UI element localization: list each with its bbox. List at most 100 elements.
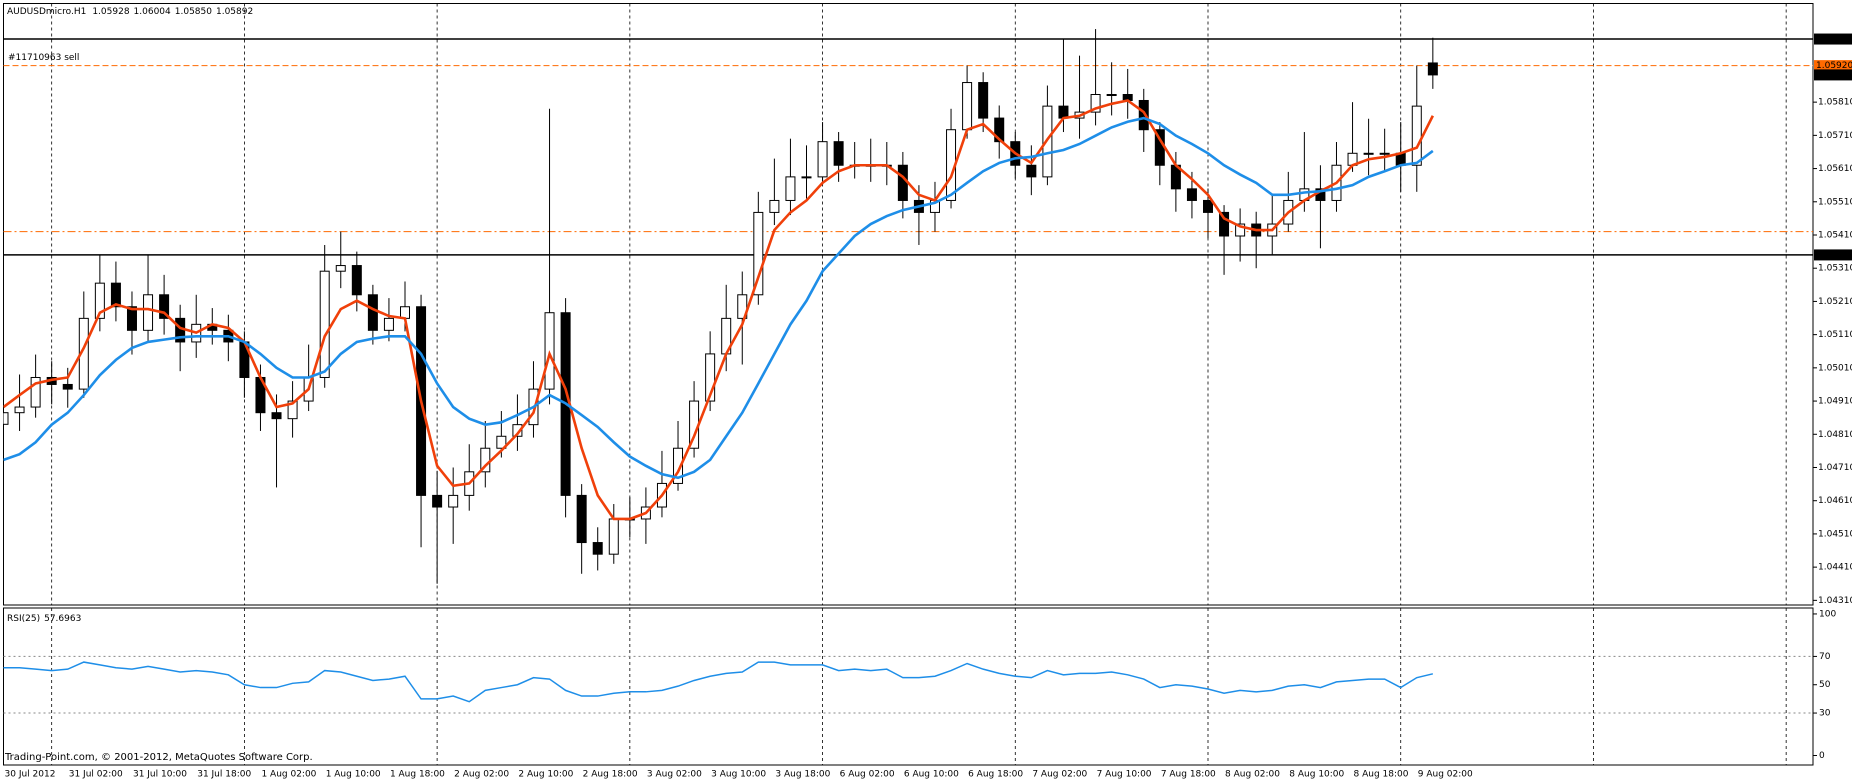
candle-body — [1411, 105, 1422, 166]
candle-body — [833, 141, 844, 166]
candle-body — [383, 317, 394, 331]
candle-body — [432, 494, 443, 508]
level-price-label: 1.05350 — [1816, 250, 1852, 260]
candle-body — [1138, 99, 1149, 131]
candle-body — [271, 412, 282, 420]
x-tick-label: 9 Aug 02:00 — [1418, 770, 1473, 780]
y-tick-label: 1.04610 — [1818, 496, 1852, 506]
y-tick-label: 1.05810 — [1818, 98, 1852, 108]
level-price-label: 1.05920 — [1816, 61, 1852, 71]
y-tick-label: 0 — [1819, 751, 1825, 761]
y-tick-label: 1.05610 — [1818, 164, 1852, 174]
x-tick-label: 31 Jul 02:00 — [69, 770, 123, 780]
candle-body — [1363, 152, 1374, 155]
copyright-footer: Trading-Point.com, © 2001-2012, MetaQuot… — [4, 752, 313, 763]
level-price-label: 1.06000 — [1816, 35, 1852, 45]
last-open: 1.05928 — [92, 7, 129, 17]
candle-body — [737, 294, 748, 319]
candle-body — [592, 542, 603, 555]
candle-body — [159, 294, 170, 319]
candle-body — [897, 164, 908, 201]
rsi-last-value: 57.6963 — [44, 614, 81, 624]
x-tick-label: 7 Aug 10:00 — [1097, 770, 1152, 780]
y-tick-label: 1.04410 — [1818, 563, 1852, 573]
candle-body — [801, 176, 812, 179]
y-tick-label: 1.05710 — [1818, 131, 1852, 141]
rsi-panel-frame — [3, 607, 1814, 766]
y-tick-label: 1.04910 — [1818, 397, 1852, 407]
symbol-title: AUDUSDmicro.H1 — [7, 7, 86, 17]
y-tick-label: 1.05010 — [1818, 363, 1852, 373]
candle-body — [962, 82, 973, 131]
candle-body — [785, 176, 796, 201]
level-price-box — [1814, 60, 1852, 72]
candle-body — [496, 435, 507, 449]
order-label: #11710963 sell — [8, 53, 79, 63]
candle-body — [512, 424, 523, 437]
x-tick-label: 6 Aug 10:00 — [904, 770, 959, 780]
last-high: 1.06004 — [134, 7, 171, 17]
candle-body — [1106, 94, 1117, 97]
candle-body — [94, 282, 105, 319]
candle-body — [448, 494, 459, 508]
candle-body — [1203, 199, 1213, 213]
x-tick-label: 1 Aug 02:00 — [261, 770, 316, 780]
candle-body — [30, 376, 41, 408]
candle-body — [673, 447, 684, 484]
y-tick-label: 1.05410 — [1818, 230, 1852, 240]
candle-body — [143, 294, 154, 331]
x-tick-label: 1 Aug 10:00 — [326, 770, 381, 780]
x-tick-label: 6 Aug 02:00 — [840, 770, 895, 780]
level-price-box — [1814, 249, 1852, 261]
candle-body — [319, 270, 330, 378]
x-tick-label: 3 Aug 18:00 — [775, 770, 830, 780]
x-tick-label: 31 Jul 10:00 — [133, 770, 187, 780]
x-tick-label: 1 Aug 18:00 — [390, 770, 445, 780]
candle-body — [14, 406, 25, 414]
y-tick-label: 1.04510 — [1818, 529, 1852, 539]
candle-body — [576, 494, 587, 544]
candle-body — [335, 265, 346, 272]
x-tick-label: 3 Aug 02:00 — [647, 770, 702, 780]
y-tick-label: 1.05510 — [1818, 197, 1852, 207]
candle-body — [126, 306, 137, 331]
y-tick-label: 30 — [1819, 709, 1831, 719]
candle-body — [753, 211, 764, 296]
candle-body — [351, 265, 362, 296]
x-tick-label: 7 Aug 02:00 — [1032, 770, 1087, 780]
x-tick-label: 2 Aug 10:00 — [518, 770, 573, 780]
y-tick-label: 1.04310 — [1818, 596, 1852, 606]
candle-body — [62, 383, 73, 390]
candle-body — [1058, 105, 1069, 119]
x-tick-label: 3 Aug 10:00 — [711, 770, 766, 780]
candle-body — [817, 141, 828, 178]
moving-average — [3, 116, 1434, 480]
candle-body — [287, 400, 298, 420]
candle-body — [1219, 211, 1230, 237]
level-price-box — [1814, 33, 1852, 45]
moving-average — [3, 99, 1435, 521]
x-tick-label: 8 Aug 10:00 — [1289, 770, 1344, 780]
candle-body — [110, 282, 121, 308]
candle-body — [994, 117, 1005, 143]
x-tick-label: 2 Aug 18:00 — [583, 770, 638, 780]
candle-body — [1090, 94, 1101, 113]
candle-body — [608, 518, 619, 555]
y-tick-label: 100 — [1819, 609, 1836, 619]
y-tick-label: 50 — [1819, 680, 1831, 690]
current-price-box — [1814, 69, 1852, 81]
candle-body — [769, 199, 780, 213]
chart-header: AUDUSDmicro.H1 1.05928 1.06004 1.05850 1.058… — [7, 7, 253, 17]
x-tick-label: 8 Aug 18:00 — [1354, 770, 1409, 780]
last-close: 1.05892 — [216, 7, 253, 17]
candle-body — [1186, 188, 1197, 201]
candle-body — [3, 412, 9, 425]
rsi-header: RSI(25) 57.6963 — [7, 614, 81, 624]
candle-body — [978, 82, 989, 119]
y-tick-label: 1.04810 — [1818, 430, 1852, 440]
x-tick-label: 6 Aug 18:00 — [968, 770, 1023, 780]
